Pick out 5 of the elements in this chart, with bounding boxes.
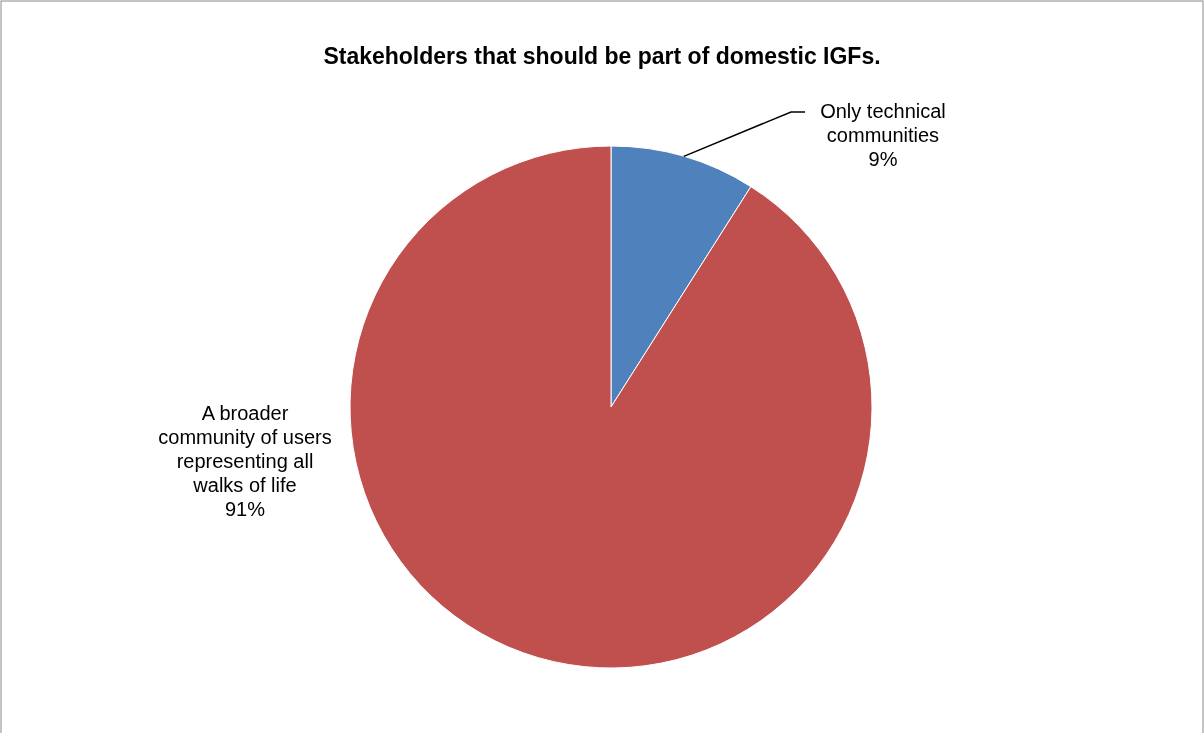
- slice-label: Only technical communities: [820, 100, 946, 146]
- data-label: 9%: [868, 148, 898, 170]
- data-label: 91%: [224, 498, 266, 520]
- slice-label: A broader community of users representing all walks of life: [158, 402, 332, 496]
- chart-title: Stakeholders that should be part of domestic IGFs.: [323, 43, 881, 69]
